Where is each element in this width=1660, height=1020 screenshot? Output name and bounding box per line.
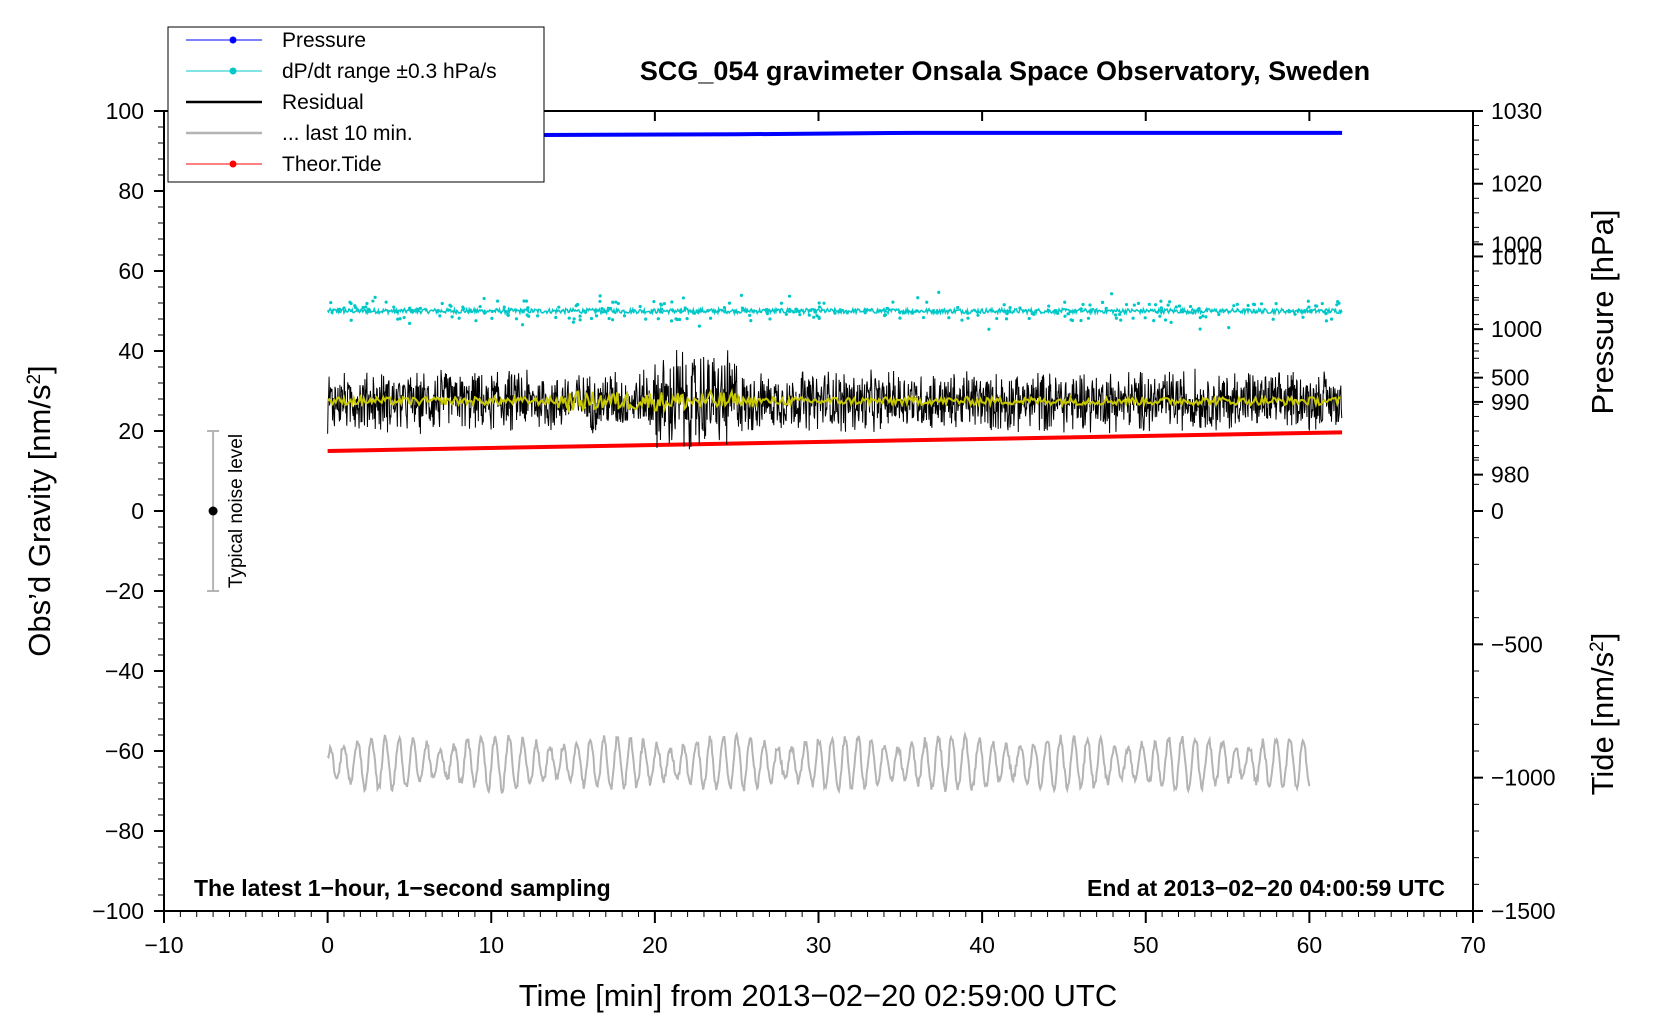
legend-label: Residual [282,91,364,114]
x-tick-label: 10 [478,932,504,958]
legend: Pressure dP/dt range ±0.3 hPa/s Residual..… [167,26,545,183]
x-tick-label: −10 [144,932,183,958]
legend-label: Theor.Tide [282,153,382,176]
pressure-tick-label: 1010 [1491,243,1542,269]
tide-tick-label: −500 [1491,631,1543,657]
pressure-tick-label: 1030 [1491,98,1542,124]
pressure-tick-label: 990 [1491,389,1529,415]
right-note: End at 2013−02−20 04:00:59 UTC [1087,875,1445,901]
y-tick-label: −20 [105,578,144,604]
y-tick-label: −100 [92,898,144,924]
series-dpdt [326,290,1343,331]
x-tick-label: 30 [806,932,832,958]
y-tick-label: −40 [105,658,144,684]
y-tick-label: 20 [118,418,144,444]
x-tick-label: 0 [321,932,334,958]
legend-label: Pressure [282,29,366,52]
left-note: The latest 1−hour, 1−second sampling [194,875,611,901]
x-tick-label: 60 [1297,932,1323,958]
x-tick-label: 40 [969,932,995,958]
tide-tick-label: −1500 [1491,898,1556,924]
tide-tick-label: 0 [1491,498,1504,524]
pressure-tick-label: 980 [1491,462,1529,488]
series-last-10-min [326,730,1311,795]
y-tick-label: 40 [118,338,144,364]
y-tick-label: 80 [118,178,144,204]
series-layer [326,130,1343,795]
noise-dot [208,506,218,516]
y-tick-label: −80 [105,818,144,844]
chart-title: SCG_054 gravimeter Onsala Space Observat… [640,56,1370,86]
tide-tick-label: 1000 [1491,231,1542,257]
legend-marker [229,160,237,168]
x-tick-label: 50 [1133,932,1159,958]
pressure-tick-label: 1020 [1491,171,1542,197]
y-axis-title-left: Obs’d Gravity [nm/s2] [22,365,57,656]
noise-label: Typical noise level [226,434,247,588]
tick-layer: −10 0 10 20 30 40 50 60 70−100−80−60−40−20020406… [92,98,1555,958]
y-tick-label: −60 [105,738,144,764]
pressure-tick-label: 1000 [1491,316,1542,342]
legend-label: dP/dt range ±0.3 hPa/s [282,60,497,83]
legend-label: ... last 10 min. [282,122,413,145]
legend-box [167,26,545,183]
legend-marker [229,67,237,75]
y-axis-title-tide: Tide [nm/s2] [1585,633,1620,796]
plot-frame [163,110,1474,912]
legend-marker [229,36,237,44]
noise-indicator: Typical noise level [207,430,247,592]
tide-tick-label: 500 [1491,365,1529,391]
y-tick-label: 100 [106,98,144,124]
x-tick-label: 70 [1460,932,1486,958]
y-axis-title-pressure: Pressure [hPa] [1585,209,1620,414]
series-theor-tide [327,430,1343,453]
series-residual [327,349,1343,450]
tide-tick-label: −1000 [1491,765,1556,791]
x-axis-title: Time [min] from 2013−02−20 02:59:00 UTC [519,978,1118,1013]
series-residual-smoothed [326,387,1341,414]
x-tick-label: 20 [642,932,668,958]
y-tick-label: 0 [131,498,144,524]
y-tick-label: 60 [118,258,144,284]
